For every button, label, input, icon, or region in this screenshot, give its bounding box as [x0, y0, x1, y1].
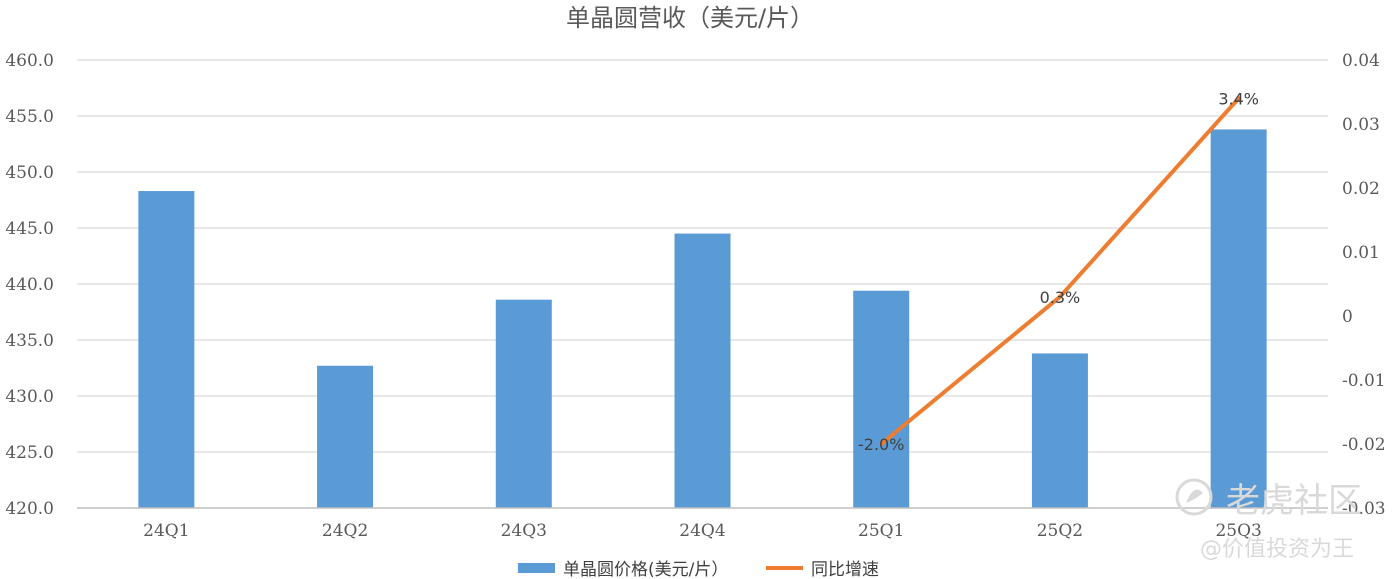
y-right-tick-label: 0.03 [1342, 115, 1380, 135]
y-right-tick-label: 0.04 [1342, 51, 1380, 71]
x-tick-label: 25Q2 [1037, 521, 1083, 541]
tiger-logo-icon [1175, 478, 1213, 516]
y-left-tick-label: 460.0 [5, 51, 54, 71]
x-tick-label: 25Q1 [858, 521, 904, 541]
y-right-tick-label: 0 [1342, 307, 1353, 327]
line-point [1057, 294, 1062, 299]
y-left-tick-label: 435.0 [5, 331, 54, 351]
line-point [1236, 96, 1241, 101]
y-right-tick-label: -0.03 [1342, 499, 1386, 519]
watermark: 老虎社区 @价值投资为王 [1175, 478, 1362, 562]
y-left-tick-label: 425.0 [5, 443, 54, 463]
legend: 单晶圆价格(美元/片） 同比增速 [518, 560, 879, 579]
bar [1031, 353, 1088, 508]
bar [853, 290, 910, 508]
y-left-tick-label: 440.0 [5, 275, 54, 295]
legend-label-line: 同比增速 [811, 560, 879, 579]
axes: 420.0 425.0 430.0 435.0 440.0 445.0 450.0 455.0… [5, 51, 1385, 541]
x-tick-label: 24Q1 [143, 521, 189, 541]
bar [317, 365, 374, 508]
x-tick-label: 24Q2 [322, 521, 368, 541]
y-left-tick-label: 450.0 [5, 163, 54, 183]
x-tick-label: 25Q3 [1215, 521, 1261, 541]
line-series: -2.0% 0.3% 3.4% [858, 89, 1259, 454]
x-tick-label: 24Q3 [501, 521, 547, 541]
y-left-tick-label: 445.0 [5, 219, 54, 239]
bar [495, 299, 552, 508]
line-point [879, 442, 884, 446]
y-left-tick-label: 420.0 [5, 499, 54, 519]
y-right-tick-label: -0.02 [1342, 435, 1386, 455]
data-label: 0.3% [1040, 288, 1081, 307]
y-right-tick-label: 0.02 [1342, 179, 1380, 199]
bar [138, 191, 195, 509]
chart-title: 单晶圆营收（美元/片） [566, 4, 814, 32]
y-right-tick-label: 0.01 [1342, 243, 1380, 263]
watermark-handle: @价值投资为王 [1200, 537, 1354, 562]
y-right-tick-label: -0.01 [1342, 371, 1386, 391]
legend-label-bar: 单晶圆价格(美元/片） [563, 560, 728, 579]
bar [1210, 129, 1267, 508]
y-left-tick-label: 455.0 [5, 107, 54, 127]
watermark-brand: 老虎社区 [1226, 481, 1362, 521]
legend-item-bar: 单晶圆价格(美元/片） [518, 560, 728, 579]
y-left-tick-label: 430.0 [5, 387, 54, 407]
legend-swatch-bar [518, 563, 555, 573]
data-label: 3.4% [1218, 89, 1259, 108]
bar-series [138, 129, 1267, 509]
x-tick-label: 24Q4 [679, 521, 725, 541]
bar [674, 233, 731, 508]
legend-item-line: 同比增速 [766, 560, 879, 579]
data-label: -2.0% [858, 435, 904, 454]
